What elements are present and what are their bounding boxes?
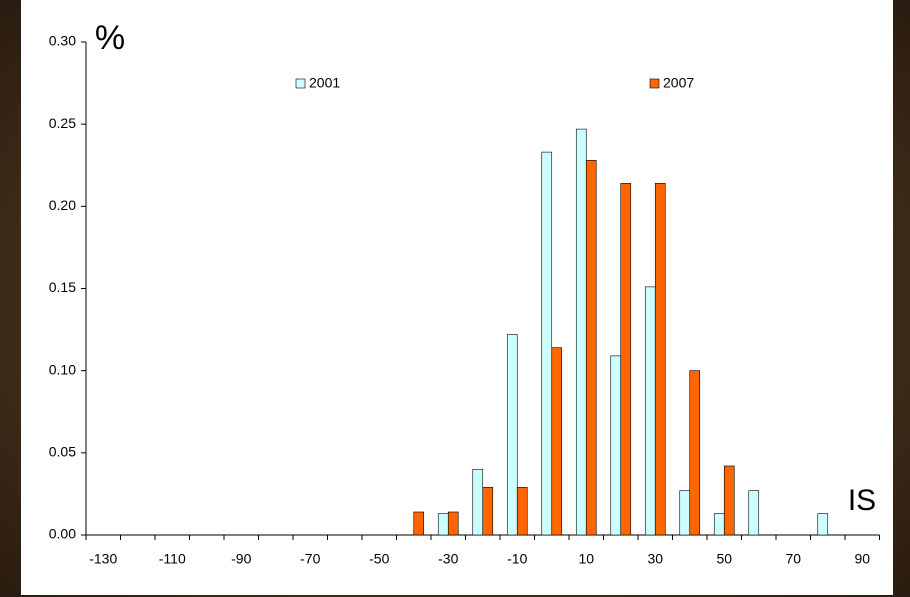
bar — [414, 512, 424, 535]
y-tick-label: 0.30 — [49, 33, 76, 49]
bar — [586, 160, 596, 535]
bar — [749, 491, 759, 535]
bar — [621, 183, 631, 535]
y-unit: % — [95, 19, 125, 57]
x-tick-label: 30 — [647, 551, 663, 567]
bar — [714, 514, 724, 535]
legend-label: 2001 — [309, 75, 340, 91]
x-tick-label: -30 — [438, 551, 458, 567]
bar — [655, 183, 665, 535]
y-tick-label: 0.15 — [49, 279, 76, 295]
bar — [507, 335, 517, 535]
x-tick-label: -90 — [231, 551, 251, 567]
bar — [680, 491, 690, 535]
x-tick-label: -130 — [89, 551, 117, 567]
chart-area — [21, 0, 893, 595]
bar — [438, 514, 448, 535]
bar — [645, 287, 655, 535]
bar — [724, 466, 734, 535]
bar — [517, 487, 527, 535]
y-tick-label: 0.00 — [49, 526, 76, 542]
bar — [690, 371, 700, 535]
x-tick-label: -50 — [369, 551, 389, 567]
x-axis-label: IS — [848, 484, 876, 517]
x-tick-label: 50 — [716, 551, 732, 567]
legend-swatch — [296, 79, 305, 88]
y-tick-label: 0.20 — [49, 197, 76, 213]
x-tick-label: 10 — [578, 551, 594, 567]
y-tick-label: 0.10 — [49, 361, 76, 377]
x-tick-label: -110 — [159, 551, 186, 567]
bar — [552, 348, 562, 535]
chart: % IS 0.00 0.05 0.10 0.15 0.20 0.25 0.30 -130 -11… — [0, 0, 910, 597]
y-tick-label: 0.05 — [49, 444, 76, 460]
x-tick-label: -70 — [300, 551, 320, 567]
bar — [483, 487, 493, 535]
bar — [818, 514, 828, 535]
legend-swatch — [650, 79, 659, 88]
bar — [576, 129, 586, 535]
y-tick-label: 0.25 — [49, 115, 76, 131]
x-tick-label: -10 — [507, 551, 527, 567]
bar — [448, 512, 458, 535]
legend-label: 2007 — [663, 75, 694, 91]
bar — [542, 152, 552, 535]
bar — [473, 469, 483, 535]
x-tick-label: 70 — [785, 551, 801, 567]
x-tick-label: 90 — [854, 551, 870, 567]
bar — [611, 356, 621, 535]
